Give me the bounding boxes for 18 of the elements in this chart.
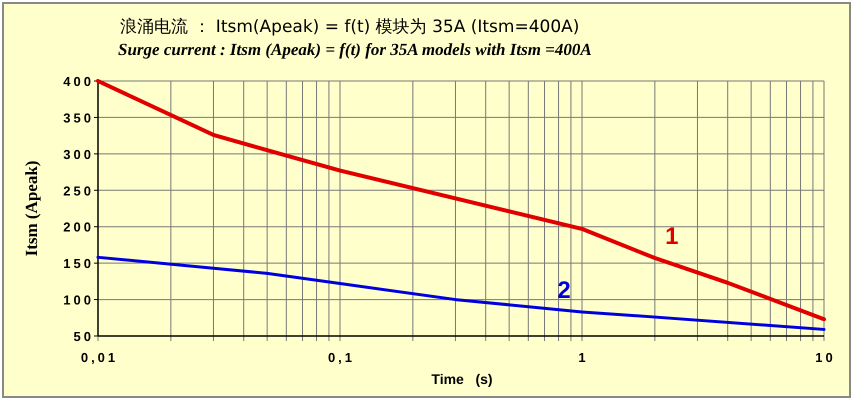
chart-subtitle: Surge current : Itsm (Apeak) = f(t) for 35A models with Itsm =400A — [118, 40, 592, 59]
series-label: 1 — [665, 223, 679, 250]
y-tick-label: 300 — [63, 146, 94, 162]
y-tick-label: 50 — [74, 329, 94, 344]
x-tick-label: 10 — [815, 350, 836, 365]
series-label: 2 — [557, 276, 571, 304]
y-tick-label: 400 — [63, 74, 94, 89]
x-axis-title: Time (s) — [431, 371, 493, 387]
x-tick-label: 0,1 — [328, 350, 356, 365]
y-tick-label: 100 — [63, 292, 94, 308]
y-axis-title: Itsm (Apeak) — [22, 160, 41, 256]
y-tick-label: 350 — [63, 110, 94, 126]
x-tick-label: 0,01 — [80, 350, 118, 365]
x-tick-label: 1 — [578, 350, 589, 365]
y-tick-label: 150 — [63, 256, 94, 272]
y-tick-label: 250 — [63, 183, 94, 198]
y-tick-label: 200 — [63, 220, 94, 235]
chart-title: 浪涌电流 ： Itsm(Apeak) = f(t) 模块为 35A (Itsm=400A) — [120, 17, 580, 37]
